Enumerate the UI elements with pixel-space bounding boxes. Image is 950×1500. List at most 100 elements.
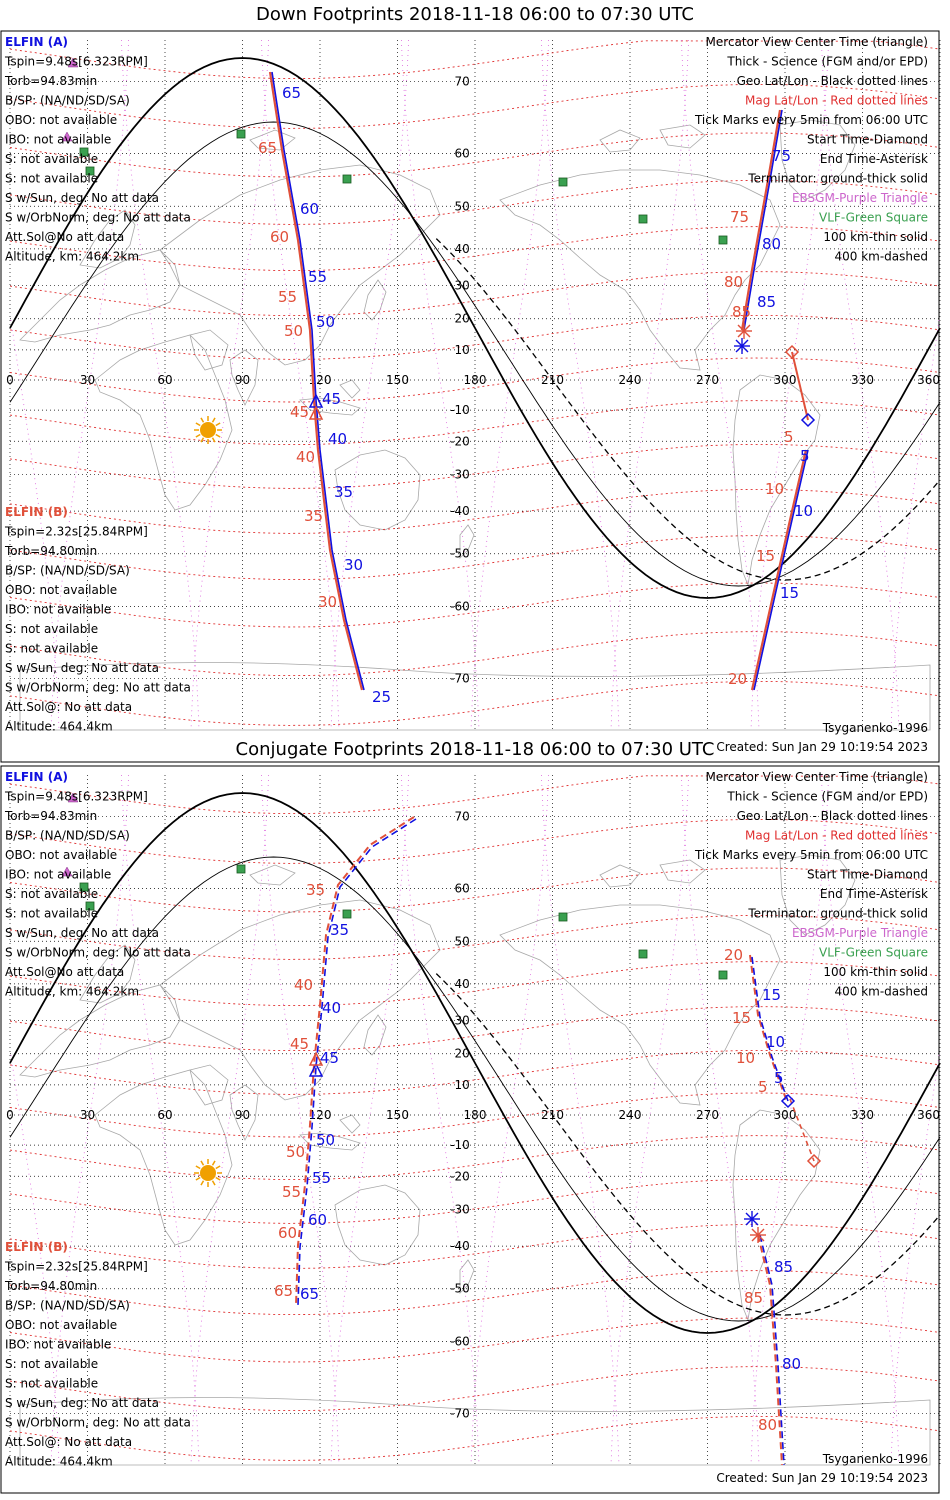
- track-a-tick-label: 85: [774, 1258, 793, 1276]
- legend-entry: Start Time-Diamond: [807, 868, 928, 882]
- mag-meridian-line: [541, 774, 620, 1466]
- track-b-tick-label: 15: [732, 1009, 751, 1027]
- track-b-tick-label: 35: [304, 507, 323, 525]
- vlf-station-icon: [342, 909, 352, 919]
- elfin-a-info-line: Torb=94.83min: [4, 74, 97, 88]
- mag-meridian-line: [681, 39, 760, 731]
- elfin-b-info-line: OBO: not available: [5, 583, 117, 597]
- track-a-tick-label: 5: [774, 1069, 784, 1087]
- mag-latitude-line: [9, 1366, 941, 1412]
- elfin-a-info-line: Att.Sol@No att data: [5, 230, 124, 244]
- mag-latitude-line: [9, 1092, 941, 1138]
- elfin-b-info-line: S: not available: [5, 622, 98, 636]
- y-tick-label: -40: [450, 1239, 470, 1253]
- legend-entry: 100 km-thin solid: [823, 965, 928, 979]
- mag-latitude-line: [9, 40, 941, 80]
- track-b-down-start: [791, 351, 809, 421]
- track-b-tick-label: 50: [286, 1143, 305, 1161]
- mag-latitude-line: [9, 818, 941, 864]
- x-tick-label: 0: [6, 1108, 14, 1122]
- mag-latitude-line: [9, 271, 941, 317]
- vlf-station-icon: [85, 166, 95, 176]
- conjugate-footprints-map: 0 30 60 90 120 150 180 210 240 270 300 330 360 70 60 50…: [0, 765, 941, 1494]
- legend-entry: Mag Lat/Lon - Red dotted lines: [745, 829, 928, 843]
- legend-entry: Start Time-Diamond: [807, 133, 928, 147]
- mag-meridian-line: [190, 774, 269, 1466]
- end-time-asterisk-icon: [736, 323, 752, 339]
- x-tick-label: 330: [851, 1108, 874, 1122]
- y-tick-label: -60: [450, 1334, 470, 1348]
- mag-latitude-line: [9, 400, 941, 446]
- track-a-tick-label: 80: [782, 1355, 801, 1373]
- track-b-conjugate: [295, 816, 415, 1306]
- x-tick-label: 30: [80, 1108, 95, 1122]
- legend-entry: Thick - Science (FGM and/or EPD): [726, 790, 928, 804]
- elfin-b-info-line: S w/OrbNorm, deg: No att data: [5, 1416, 191, 1430]
- mag-latitude-line: [9, 443, 941, 489]
- mag-meridian-line: [121, 39, 200, 731]
- mag-latitude-line: [9, 582, 941, 628]
- elfin-b-info-line: OBO: not available: [5, 1318, 117, 1332]
- elfin-b-info-line: S: not available: [5, 642, 98, 656]
- elfin-b-info-line: S w/Sun, deg: No att data: [5, 661, 159, 675]
- elfin-a-info-line: B/SP: (NA/ND/SD/SA): [5, 829, 130, 843]
- mag-latitude-line: [9, 357, 941, 403]
- y-tick-label: 60: [455, 147, 470, 161]
- y-tick-label: -50: [450, 1282, 470, 1296]
- x-tick-label: 150: [386, 373, 409, 387]
- track-a-tick-label: 80: [762, 235, 781, 253]
- elfin-b-info-line: S w/OrbNorm, deg: No att data: [5, 681, 191, 695]
- sun-icon: [194, 416, 222, 444]
- plot-frame: [0, 765, 940, 1494]
- elfin-b-header: ELFIN (B): [5, 505, 68, 519]
- y-tick-label: -30: [450, 1202, 470, 1216]
- created-timestamp: Created: Sun Jan 29 10:19:54 2023: [716, 1471, 928, 1485]
- coastlines: [19, 119, 931, 731]
- legend-entry: VLF-Green Square: [819, 211, 928, 225]
- center-time-triangle-icon: [308, 1051, 324, 1066]
- elfin-b-info-line: Tspin=2.32s[25.84RPM]: [4, 525, 148, 539]
- x-tick-label: 150: [386, 1108, 409, 1122]
- mag-meridian-line: [610, 774, 689, 1466]
- legend-entry: End Time-Asterisk: [820, 887, 928, 901]
- x-tick-label: 210: [541, 1108, 564, 1122]
- vlf-station-icon: [236, 864, 246, 874]
- ebsgm-triangle-icon: [67, 57, 79, 68]
- legend-entry: EBSGM-Purple Triangle: [792, 926, 928, 940]
- track-b-tick-label: 15: [756, 547, 775, 565]
- x-tick-label: 300: [774, 373, 797, 387]
- down-panel-title: Down Footprints 2018-11-18 06:00 to 07:3…: [256, 4, 694, 25]
- mag-meridian-line: [261, 39, 340, 731]
- x-tick-label: 180: [464, 1108, 487, 1122]
- y-tick-label: 10: [455, 343, 470, 357]
- y-tick-label: 30: [455, 1014, 470, 1028]
- x-tick-label: 90: [235, 373, 250, 387]
- y-tick-label: -10: [450, 403, 470, 417]
- elfin-b-info-line: B/SP: (NA/ND/SD/SA): [5, 564, 130, 578]
- legend-entry: Tick Marks every 5min from 06:00 UTC: [694, 113, 928, 127]
- elfin-a-info-line: S w/Sun, deg: No att data: [5, 191, 159, 205]
- elfin-b-info-line: Altitude: 464.4km: [5, 1455, 113, 1469]
- track-b-tick-label: 55: [282, 1183, 301, 1201]
- y-tick-label: 40: [455, 242, 470, 256]
- mag-meridian-line: [610, 39, 689, 731]
- coastlines: [19, 854, 931, 1466]
- track-a-conjugate-south: [759, 1234, 785, 1466]
- legend-entry: Tick Marks every 5min from 06:00 UTC: [694, 848, 928, 862]
- down-footprints-map: 0 30 60 90 120 150 180 210 240 270 300 330 360706050…: [0, 30, 941, 763]
- y-tick-label: -70: [450, 1406, 470, 1420]
- mag-latitude-line: [9, 314, 941, 360]
- terminator-ground: [9, 792, 941, 1334]
- track-b-tick-label: 85: [744, 1289, 763, 1307]
- y-tick-label: 40: [455, 977, 470, 991]
- x-tick-label: 180: [464, 373, 487, 387]
- track-a-tick-label: 60: [300, 200, 319, 218]
- legend-entry: Thick - Science (FGM and/or EPD): [726, 55, 928, 69]
- x-tick-label: 270: [696, 373, 719, 387]
- vlf-station-icon: [558, 912, 568, 922]
- end-time-asterisk-icon: [744, 1211, 760, 1227]
- elfin-a-info-line: S w/Sun, deg: No att data: [5, 926, 159, 940]
- y-tick-label: -30: [450, 467, 470, 481]
- x-tick-label: 60: [157, 1108, 172, 1122]
- track-a-down-south: [753, 449, 809, 691]
